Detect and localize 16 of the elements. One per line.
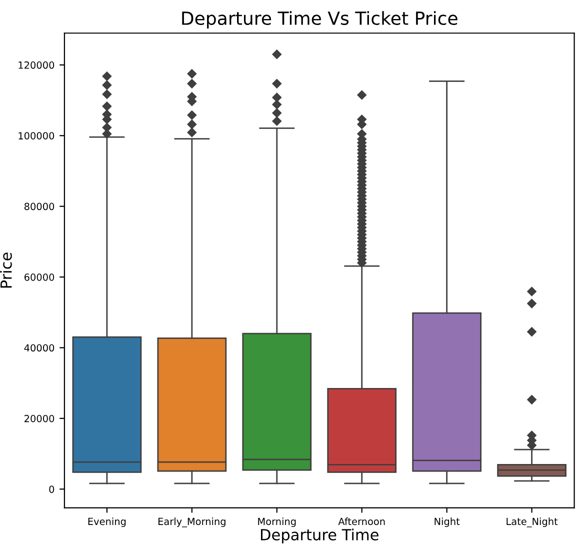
y-axis-title: Price xyxy=(0,252,12,288)
chart-title: Departure Time Vs Ticket Price xyxy=(182,11,458,29)
y-tick-label: 60000 xyxy=(24,273,54,281)
x-tick-label: Evening xyxy=(88,518,126,527)
x-tick-label: Afternoon xyxy=(338,518,385,526)
x-tick-label: Late_Night xyxy=(506,518,558,528)
y-tick-label: 20000 xyxy=(24,414,54,422)
y-tick-label: 0 xyxy=(49,486,54,493)
x-tick-label: Night xyxy=(434,518,460,527)
y-tick-label: 120000 xyxy=(18,61,54,69)
x-tick-label: Early_Morning xyxy=(158,518,226,528)
y-tick-label: 80000 xyxy=(24,202,54,210)
y-tick-label: 40000 xyxy=(24,344,54,352)
x-axis-title: Departure Time xyxy=(260,528,378,544)
x-tick-label: Morning xyxy=(258,518,296,527)
y-tick-label: 100000 xyxy=(18,132,54,140)
